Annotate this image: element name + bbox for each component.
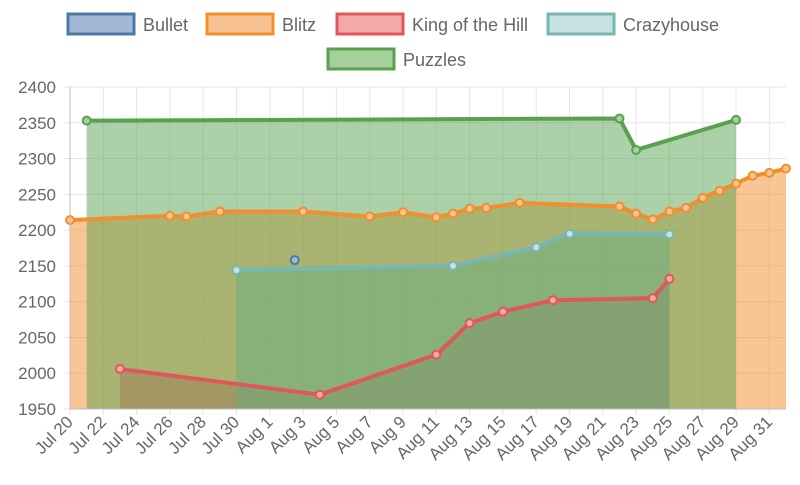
y-tick-label: 1950 (18, 400, 56, 419)
point-blitz[interactable] (431, 212, 442, 223)
point-blitz[interactable] (747, 170, 758, 181)
y-tick-label: 2000 (18, 364, 56, 383)
point-king-of-the-hill[interactable] (664, 273, 675, 284)
point-crazyhouse[interactable] (447, 260, 458, 271)
point-king-of-the-hill[interactable] (314, 389, 325, 400)
point-blitz[interactable] (514, 197, 525, 208)
point-king-of-the-hill[interactable] (431, 349, 442, 360)
point-puzzles[interactable] (731, 114, 742, 125)
legend-item-blitz[interactable]: Blitz (205, 12, 316, 36)
point-puzzles[interactable] (614, 113, 625, 124)
point-king-of-the-hill[interactable] (464, 318, 475, 329)
legend: Bullet Blitz King of the Hill Crazyhouse Puz… (66, 12, 719, 71)
point-king-of-the-hill[interactable] (647, 293, 658, 304)
y-tick-label: 2150 (18, 257, 56, 276)
point-blitz[interactable] (764, 167, 775, 178)
point-crazyhouse[interactable] (664, 229, 675, 240)
y-tick-label: 2300 (18, 150, 56, 169)
point-blitz[interactable] (731, 178, 742, 189)
line-puzzles (86, 116, 737, 152)
legend-label: King of the Hill (412, 15, 528, 35)
point-blitz[interactable] (664, 206, 675, 217)
point-crazyhouse[interactable] (564, 228, 575, 239)
x-tick-label: Aug 5 (298, 412, 343, 457)
series-areas (70, 118, 786, 410)
legend-item-crazyhouse[interactable]: Crazyhouse (546, 12, 719, 36)
legend-item-king-of-the-hill[interactable]: King of the Hill (335, 12, 528, 36)
point-blitz[interactable] (298, 206, 309, 217)
y-tick-label: 2250 (18, 185, 56, 204)
point-blitz[interactable] (781, 163, 791, 174)
y-tick-label: 2050 (18, 328, 56, 347)
legend-label: Puzzles (403, 50, 466, 70)
point-blitz[interactable] (364, 211, 375, 222)
point-blitz[interactable] (697, 192, 708, 203)
point-blitz[interactable] (214, 206, 225, 217)
y-tick-label: 2350 (18, 114, 56, 133)
y-tick-label: 2100 (18, 293, 56, 312)
legend-item-puzzles[interactable]: Puzzles (326, 47, 466, 71)
point-king-of-the-hill[interactable] (497, 306, 508, 317)
x-tick-label: Aug 7 (332, 412, 377, 457)
series-points (65, 113, 791, 400)
point-blitz[interactable] (481, 202, 492, 213)
point-blitz[interactable] (181, 211, 192, 222)
point-puzzles[interactable] (631, 144, 642, 155)
point-king-of-the-hill[interactable] (547, 295, 558, 306)
point-blitz[interactable] (614, 201, 625, 212)
legend-label: Blitz (282, 15, 316, 35)
point-blitz[interactable] (464, 203, 475, 214)
area-puzzles (86, 118, 737, 410)
point-blitz[interactable] (714, 185, 725, 196)
point-crazyhouse[interactable] (231, 265, 242, 276)
x-tick-label: Jul 30 (198, 412, 244, 458)
legend-label: Crazyhouse (623, 15, 719, 35)
point-blitz[interactable] (447, 208, 458, 219)
point-blitz[interactable] (647, 214, 658, 225)
point-blitz[interactable] (398, 207, 409, 218)
x-tick-label: Aug 3 (265, 412, 310, 457)
legend-swatch (326, 47, 396, 71)
point-blitz[interactable] (164, 210, 175, 221)
x-tick-label: Aug 1 (232, 412, 277, 457)
y-tick-label: 2400 (18, 78, 56, 97)
legend-label: Bullet (143, 15, 188, 35)
point-bullet[interactable] (289, 255, 300, 266)
point-king-of-the-hill[interactable] (114, 363, 125, 374)
point-crazyhouse[interactable] (531, 242, 542, 253)
line-king-of-the-hill (119, 277, 671, 397)
point-puzzles[interactable] (81, 115, 92, 126)
legend-swatch (66, 12, 136, 36)
point-blitz[interactable] (631, 208, 642, 219)
legend-swatch (546, 12, 616, 36)
point-blitz[interactable] (681, 202, 692, 213)
y-tick-label: 2200 (18, 221, 56, 240)
legend-item-bullet[interactable]: Bullet (66, 12, 188, 36)
legend-swatch (335, 12, 405, 36)
legend-swatch (205, 12, 275, 36)
